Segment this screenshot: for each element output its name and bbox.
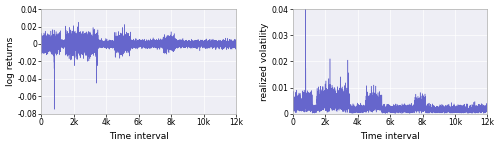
Y-axis label: log returns: log returns	[6, 37, 15, 86]
X-axis label: Time interval: Time interval	[108, 132, 168, 141]
Y-axis label: realized volatility: realized volatility	[260, 22, 268, 101]
X-axis label: Time interval: Time interval	[360, 132, 420, 141]
